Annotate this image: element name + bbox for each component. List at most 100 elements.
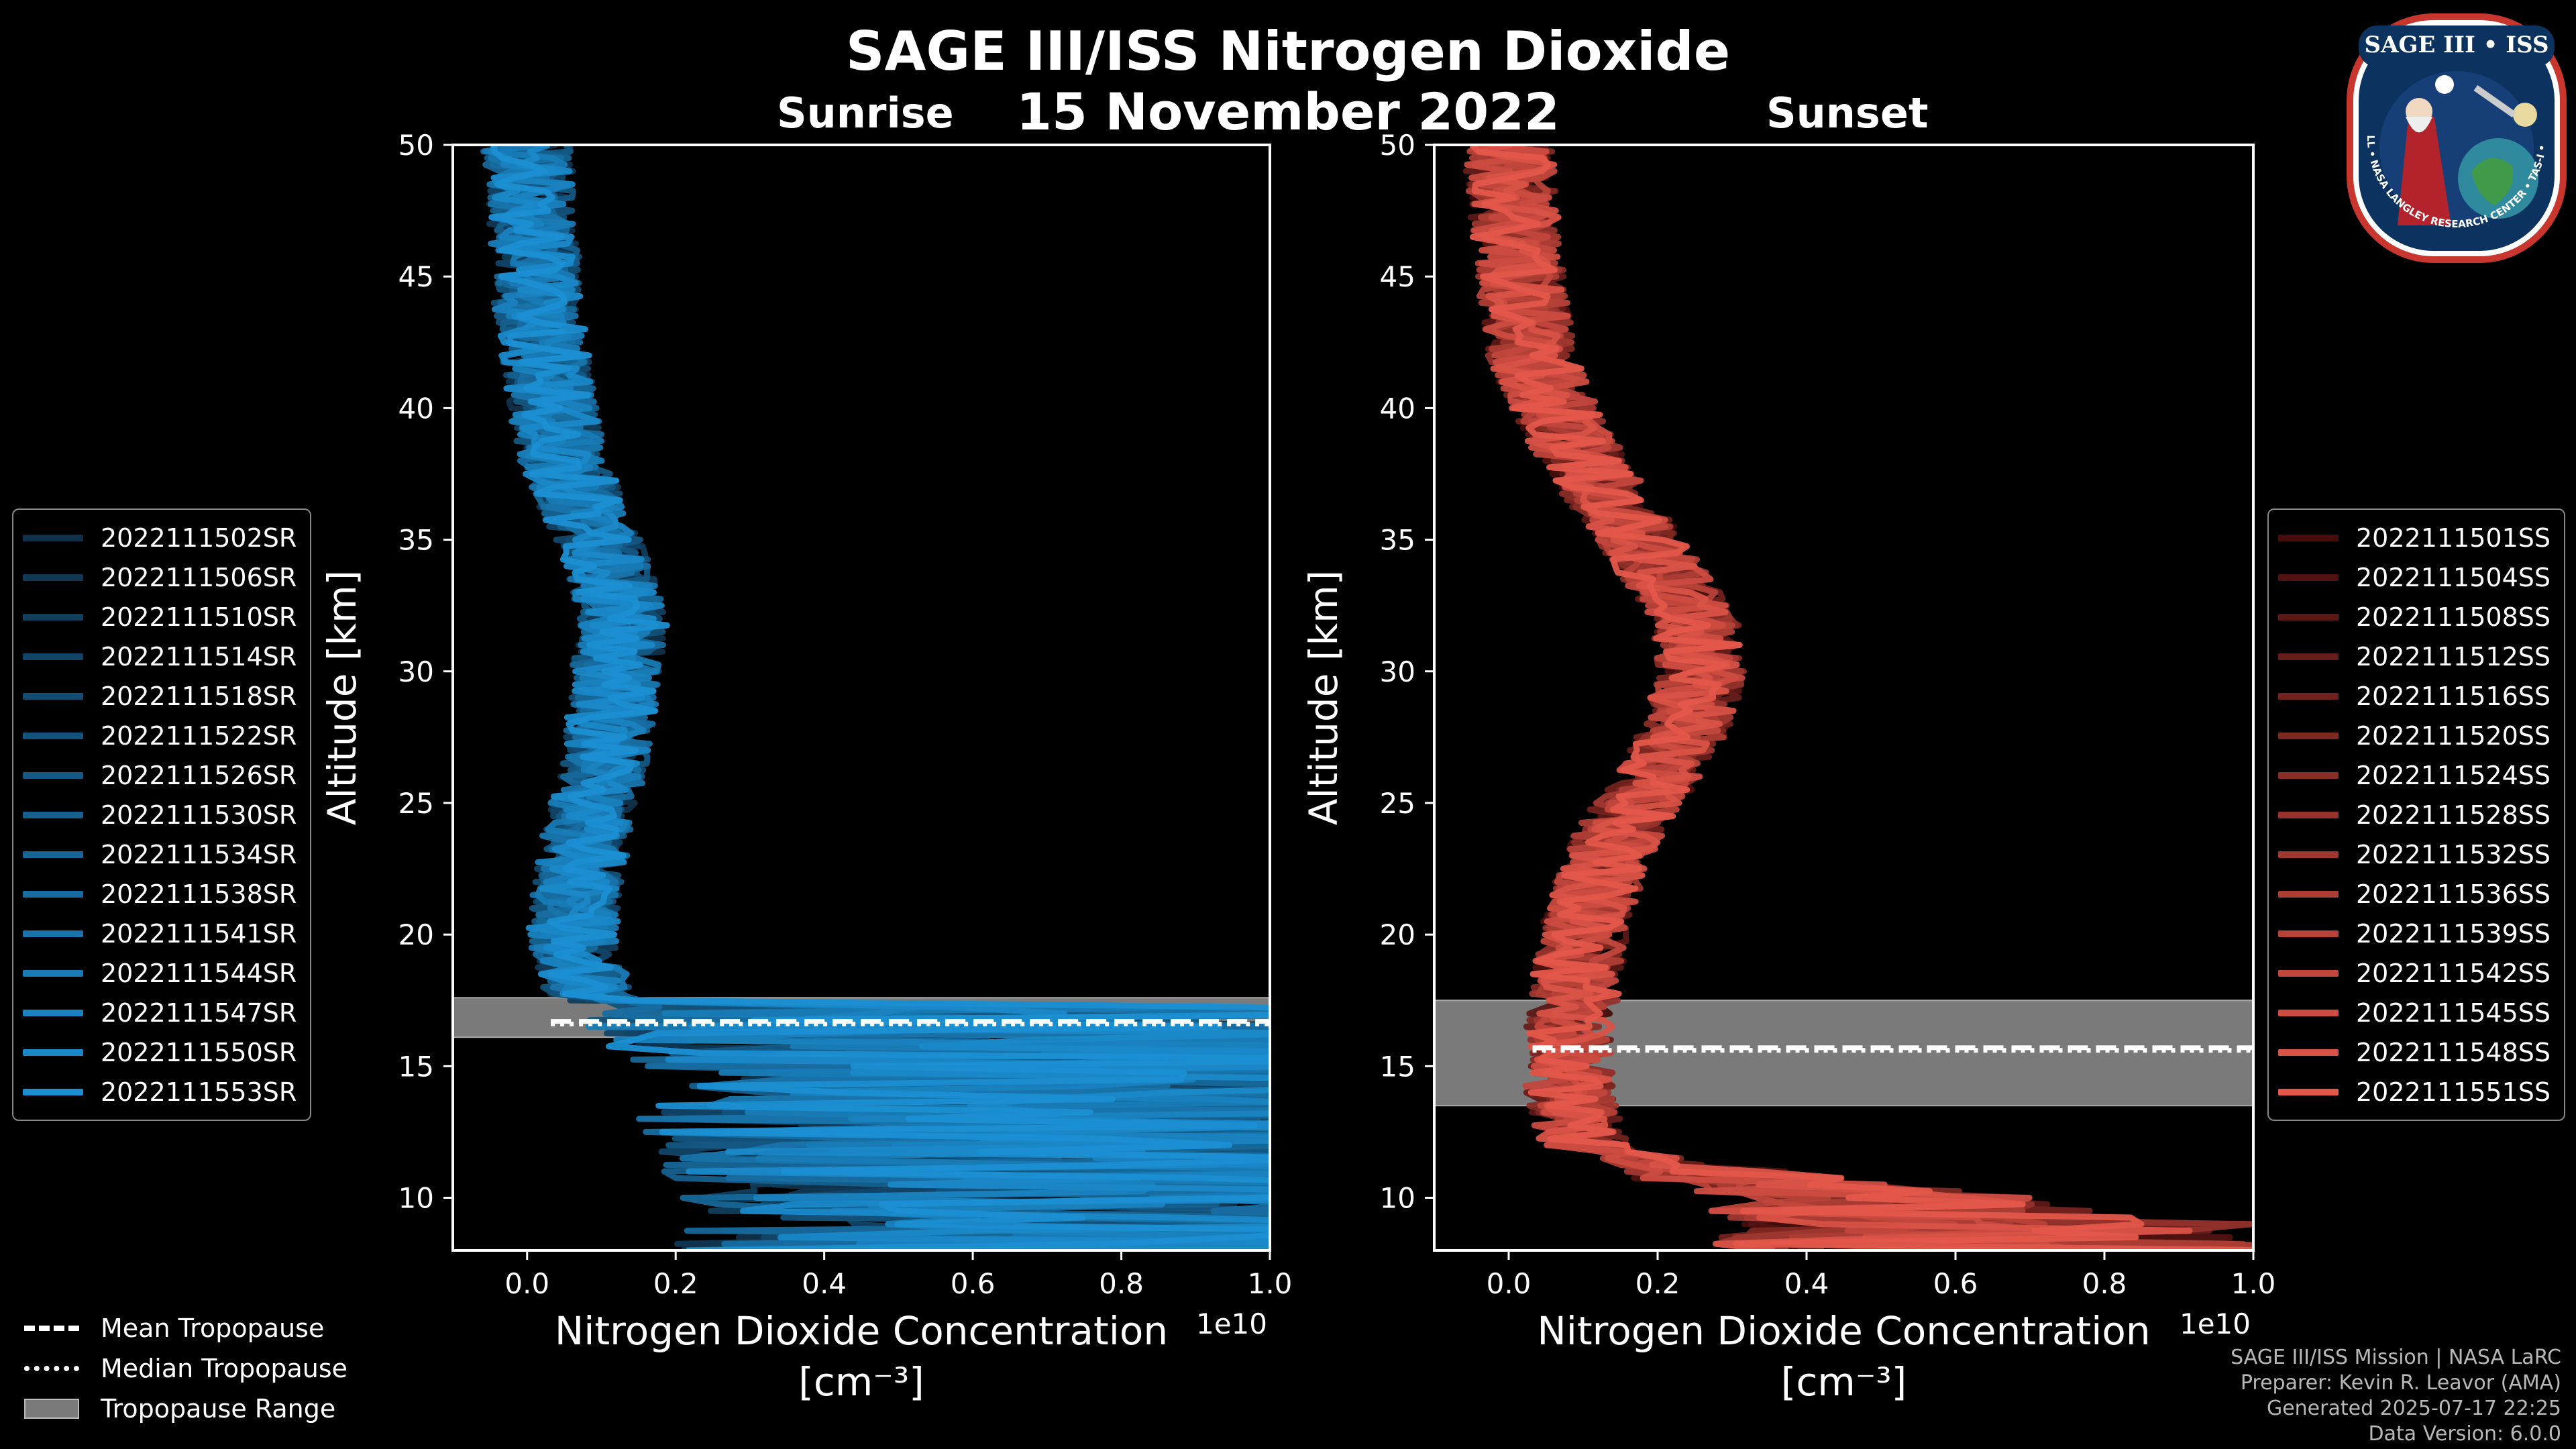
sunrise-legend-item: 2022111544SR: [23, 953, 297, 993]
seal-title: SAGE III • ISS: [2364, 32, 2548, 58]
legend-swatch: [2278, 1088, 2339, 1095]
sunrise-legend-item: 2022111526SR: [23, 755, 297, 795]
legend-label: 2022111530SR: [101, 800, 297, 830]
legend-swatch: [23, 771, 83, 779]
sunrise-legend-item: 2022111553SR: [23, 1072, 297, 1112]
sunset-ytick-label-35: 35: [1380, 524, 1415, 557]
legend-swatch: [2278, 613, 2339, 621]
legend-label: 2022111508SS: [2356, 602, 2551, 632]
sunset-legend-item: 2022111504SS: [2278, 557, 2551, 597]
legend-swatch: [23, 732, 83, 739]
sunrise-ytick-label-30: 30: [398, 655, 434, 688]
sunrise-plot: 0.0 0.2 0.4 0.6 0.8 1.0 10 15 20 25 30 35 40 45 50 1e10…: [319, 129, 1292, 1405]
sunrise-ytick-label-35: 35: [398, 524, 434, 557]
legend-label: 2022111534SR: [101, 839, 297, 869]
sunset-ytick-label-15: 15: [1380, 1050, 1415, 1083]
legend-label: 2022111551SS: [2356, 1077, 2551, 1107]
sunrise-legend-item: 2022111530SR: [23, 795, 297, 835]
sunrise-legend-item: 2022111506SR: [23, 557, 297, 597]
sunset-ytick-label-20: 20: [1380, 918, 1415, 951]
legend-label: 2022111522SR: [101, 720, 297, 751]
sunset-legend-item: 2022111539SS: [2278, 914, 2551, 953]
legend-label: 2022111526SR: [101, 760, 297, 790]
sunset-legend-item: 2022111548SS: [2278, 1032, 2551, 1072]
chart-title: SAGE III/ISS Nitrogen Dioxide: [845, 20, 1731, 83]
sunrise-ytick-label-20: 20: [398, 918, 434, 951]
sunset-legend: 2022111501SS 2022111504SS 2022111508SS 2022…: [2267, 508, 2566, 1121]
legend-swatch: [2278, 534, 2339, 541]
legend-label: 2022111510SR: [101, 602, 297, 632]
sunset-ytick-label-50: 50: [1380, 129, 1415, 162]
legend-swatch: [23, 1088, 83, 1095]
sunset-profiles: [1434, 145, 2253, 1250]
legend-mean-tropopause: Mean Tropopause: [24, 1308, 347, 1348]
legend-swatch: [2278, 653, 2339, 660]
legend-label: 2022111514SR: [101, 641, 297, 672]
sunrise-ytick-label-10: 10: [398, 1182, 434, 1215]
sunset-xtick-label-0.6: 0.6: [1933, 1267, 1978, 1300]
legend-tropopause-range: Tropopause Range: [24, 1389, 347, 1429]
sunset-xtick-label-0.0: 0.0: [1487, 1267, 1532, 1300]
sunrise-ytick-label-15: 15: [398, 1050, 434, 1083]
legend-swatch: [23, 969, 83, 977]
footer-generated: Generated 2025-07-17 22:25: [2266, 1397, 2561, 1420]
sunset-legend-item: 2022111532SS: [2278, 835, 2551, 874]
legend-range-label: Tropopause Range: [101, 1394, 336, 1424]
sunset-ytick-label-25: 25: [1380, 787, 1415, 820]
legend-label: 2022111504SS: [2356, 562, 2551, 592]
sunset-legend-item: 2022111512SS: [2278, 637, 2551, 676]
legend-swatch: [23, 534, 83, 541]
dotted-line-swatch: [24, 1366, 79, 1371]
legend-swatch: [23, 1049, 83, 1056]
legend-label: 2022111538SR: [101, 879, 297, 909]
sunset-xtick-label-1.0: 1.0: [2231, 1267, 2276, 1300]
legend-swatch: [2278, 1009, 2339, 1016]
legend-label: 2022111528SS: [2356, 800, 2551, 830]
legend-swatch: [23, 930, 83, 937]
footer-version: Data Version: 6.0.0: [2368, 1422, 2561, 1446]
legend-swatch: [23, 653, 83, 660]
legend-swatch: [23, 851, 83, 858]
legend-label: 2022111518SR: [101, 681, 297, 711]
legend-swatch: [2278, 811, 2339, 818]
legend-mean-label: Mean Tropopause: [101, 1313, 325, 1343]
sunset-x-multiplier: 1e10: [2180, 1307, 2251, 1340]
sunrise-xtick-label-0.0: 0.0: [504, 1267, 549, 1300]
sunset-legend-item: 2022111516SS: [2278, 676, 2551, 716]
sunset-legend-item: 2022111551SS: [2278, 1072, 2551, 1112]
sunset-legend-item: 2022111542SS: [2278, 953, 2551, 993]
sunrise-ytick-label-45: 45: [398, 260, 434, 293]
sunset-xlabel: Nitrogen Dioxide Concentration: [1537, 1308, 2150, 1354]
legend-swatch: [2278, 574, 2339, 581]
legend-swatch: [2278, 771, 2339, 779]
sunrise-axes-frame: [451, 144, 1271, 1252]
legend-label: 2022111544SR: [101, 958, 297, 988]
sunrise-ytick-label-50: 50: [398, 129, 434, 162]
footer-credits: SAGE III/ISS Mission | NASA LaRC Prepare…: [2231, 1345, 2561, 1447]
footer-preparer: Preparer: Kevin R. Leavor (AMA): [2240, 1371, 2561, 1395]
sunset-xtick-label-0.4: 0.4: [1784, 1267, 1829, 1300]
legend-label: 2022111541SR: [101, 918, 297, 949]
legend-swatch: [23, 692, 83, 700]
sunrise-ytick-label-40: 40: [398, 392, 434, 425]
sunrise-xlabel: Nitrogen Dioxide Concentration: [555, 1308, 1168, 1354]
sunset-profile-2022111551SS: [1469, 145, 2253, 1250]
legend-label: 2022111524SS: [2356, 760, 2551, 790]
legend-swatch: [23, 574, 83, 581]
legend-swatch: [23, 1009, 83, 1016]
legend-label: 2022111532SS: [2356, 839, 2551, 869]
legend-label: 2022111501SS: [2356, 523, 2551, 553]
sunset-xlabel-unit: [cm⁻³]: [1781, 1359, 1907, 1405]
sunrise-legend-item: 2022111541SR: [23, 914, 297, 953]
legend-label: 2022111536SS: [2356, 879, 2551, 909]
sunset-legend-item: 2022111508SS: [2278, 597, 2551, 637]
sunset-axes-frame: [1433, 144, 2255, 1252]
gray-band-swatch: [24, 1399, 79, 1419]
legend-swatch: [2278, 1049, 2339, 1056]
sunset-ytick-label-45: 45: [1380, 260, 1415, 293]
sunset-legend-item: 2022111520SS: [2278, 716, 2551, 755]
chart-subtitle: 15 November 2022: [1016, 82, 1560, 142]
sunset-legend-item: 2022111501SS: [2278, 518, 2551, 557]
legend-label: 2022111512SS: [2356, 641, 2551, 672]
